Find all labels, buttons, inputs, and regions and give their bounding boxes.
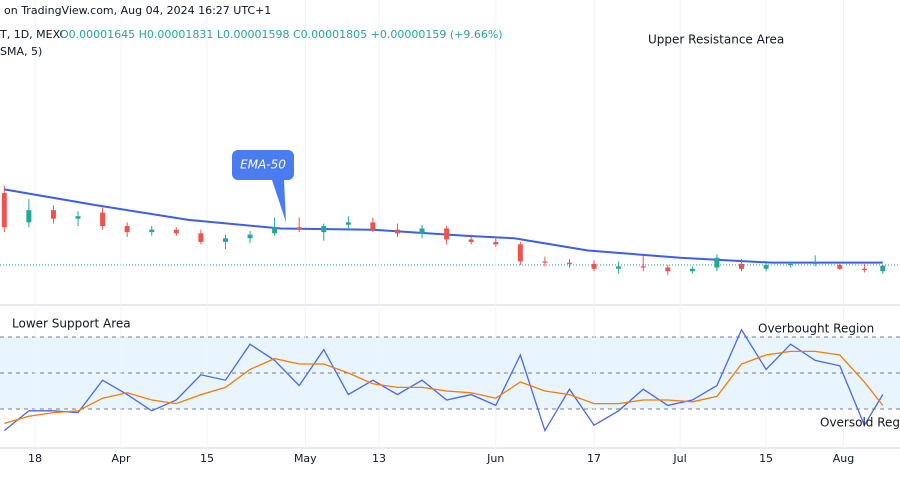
grid <box>0 0 900 448</box>
candle-body <box>616 266 622 269</box>
annotation: Lower Support Area <box>12 317 131 331</box>
candle-body <box>861 268 867 271</box>
candle-body <box>419 228 425 234</box>
candle-body <box>394 229 400 234</box>
candle-body <box>788 263 794 266</box>
candle-body <box>763 265 769 269</box>
callout <box>232 150 294 222</box>
candle-body <box>444 228 450 240</box>
x-tick-label: 15 <box>759 452 773 465</box>
candle-body <box>149 229 155 233</box>
candle-body <box>665 267 671 272</box>
x-tick-label: Apr <box>112 452 132 465</box>
candle-body <box>493 241 499 245</box>
candle-body <box>591 263 597 269</box>
ohlc: O0.00001645 H0.00001831 L0.00001598 C0.0… <box>60 28 503 41</box>
candle-body <box>370 222 376 230</box>
x-tick-label: 15 <box>200 452 214 465</box>
symbol: T, 1D, MEXC <box>0 28 67 41</box>
candle-body <box>321 226 327 233</box>
ema-line <box>4 188 883 264</box>
x-tick-label: Jun <box>486 452 504 465</box>
candle-body <box>517 244 523 262</box>
candle-body <box>75 216 81 219</box>
candle-body <box>640 266 646 268</box>
candle-body <box>198 233 204 242</box>
annotation: Overbought Region <box>758 322 874 336</box>
candle-body <box>689 268 695 272</box>
candle-body <box>100 212 106 227</box>
indicator: SMA, 5) <box>0 45 42 58</box>
candle-body <box>739 263 745 269</box>
x-tick-label: 17 <box>587 452 601 465</box>
x-tick-label: Jul <box>672 452 686 465</box>
candle-body <box>714 257 720 268</box>
rsi-line <box>4 350 884 425</box>
source: on TradingView.com, Aug 04, 2024 16:27 U… <box>4 4 271 17</box>
x-tick-label: 13 <box>372 452 386 465</box>
candle-body <box>542 261 548 263</box>
candle-body <box>26 210 32 223</box>
candle-body <box>812 262 818 264</box>
candle-body <box>173 229 179 234</box>
candle-body <box>50 210 56 219</box>
candle-body <box>837 265 843 269</box>
candle-body <box>222 238 228 242</box>
candle-body <box>566 262 572 264</box>
candle-body <box>247 234 253 239</box>
candle-body <box>124 226 130 233</box>
candle-body <box>1 193 7 228</box>
plot <box>1 185 886 433</box>
x-tick-label: 18 <box>28 452 42 465</box>
annotation: Upper Resistance Area <box>648 33 784 47</box>
candle-body <box>272 227 278 234</box>
candle-body <box>468 239 474 242</box>
annotation: Oversold Region <box>820 416 900 430</box>
callout-label: EMA-50 <box>240 158 286 172</box>
x-tick-label: May <box>294 452 317 465</box>
candle-body <box>345 222 351 225</box>
x-tick-label: Aug <box>833 452 854 465</box>
candle-body <box>296 227 302 230</box>
candle-body <box>880 265 886 272</box>
rsi-line <box>3 328 884 433</box>
